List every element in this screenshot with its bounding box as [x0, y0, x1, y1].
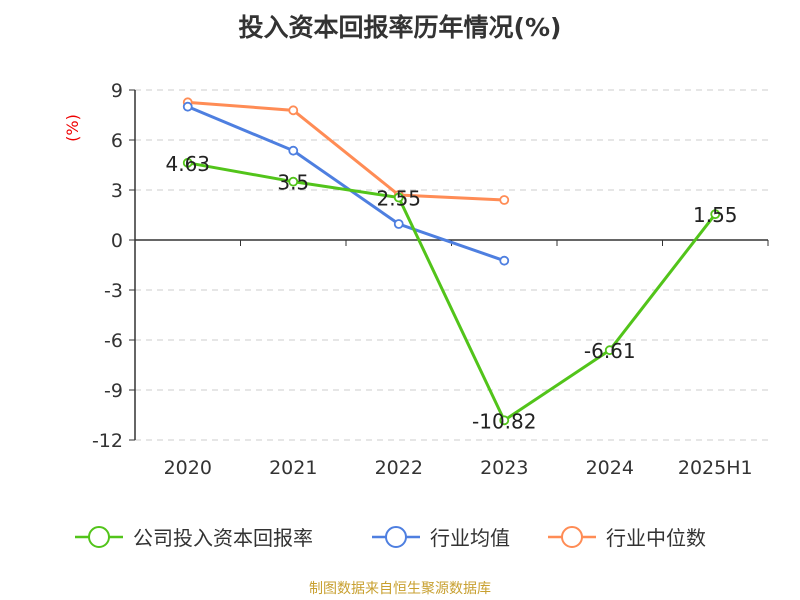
data-point	[288, 145, 299, 156]
x-tick-label: 2021	[269, 457, 317, 479]
data-point	[393, 192, 404, 203]
y-tick-label: 6	[111, 130, 123, 152]
y-tick-label: 0	[111, 230, 123, 252]
data-point	[288, 176, 299, 187]
data-point	[288, 105, 299, 116]
x-tick-label: 2020	[164, 457, 212, 479]
data-label: 3.5	[277, 171, 309, 195]
x-tick-label: 2022	[375, 457, 423, 479]
legend-label: 行业中位数	[606, 526, 706, 550]
legend-marker	[561, 526, 583, 548]
series-line	[187, 161, 717, 423]
data-label: -6.61	[584, 339, 636, 363]
data-point	[182, 101, 193, 112]
legend-label: 行业均值	[430, 526, 510, 550]
legend-label: 公司投入资本回报率	[133, 526, 313, 550]
data-point	[182, 157, 193, 168]
data-label: 4.63	[165, 152, 210, 176]
y-tick-label: -6	[104, 330, 123, 352]
data-point	[499, 255, 510, 266]
data-point	[393, 219, 404, 229]
legend-marker	[385, 526, 407, 548]
x-tick-label: 2024	[586, 457, 634, 479]
data-point	[499, 195, 510, 205]
source-note: 制图数据来自恒生聚源数据库	[309, 581, 491, 597]
data-point	[604, 345, 615, 356]
y-tick-label: -3	[104, 280, 123, 302]
data-label: -10.82	[472, 409, 536, 433]
y-tick-label: -12	[92, 430, 123, 452]
y-axis-label: (%)	[63, 114, 82, 142]
x-tick-label: 2025H1	[678, 457, 753, 479]
series-line	[187, 100, 505, 202]
data-label: 2.55	[376, 187, 421, 211]
y-tick-label: 9	[111, 80, 123, 102]
data-label: 1.55	[693, 203, 738, 227]
series-line	[187, 105, 505, 263]
chart-title: 投入资本回报率历年情况(%)	[238, 13, 562, 42]
data-point	[499, 415, 510, 426]
y-tick-label: -9	[104, 380, 123, 402]
y-tick-label: 3	[111, 180, 123, 202]
x-tick-label: 2023	[480, 457, 528, 479]
legend-marker	[88, 526, 110, 548]
data-point	[710, 209, 721, 220]
